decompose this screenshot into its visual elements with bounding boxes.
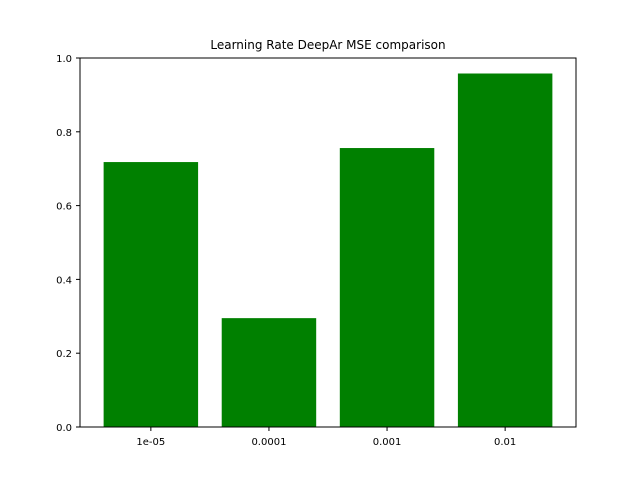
y-tick-label: 0.0 bbox=[56, 423, 72, 434]
bar-0.0001 bbox=[221, 318, 317, 427]
bar-0.01 bbox=[457, 73, 553, 427]
y-axis: 0.0 0.2 0.4 0.6 0.8 1.0 bbox=[56, 54, 80, 434]
bar-1e-05 bbox=[103, 162, 199, 427]
x-axis: 1e-05 0.0001 0.001 0.01 bbox=[136, 427, 516, 448]
y-tick-label: 0.2 bbox=[56, 349, 72, 360]
plot-frame bbox=[79, 57, 577, 428]
y-tick-label: 0.6 bbox=[56, 202, 72, 213]
x-tick-label: 0.001 bbox=[373, 437, 402, 448]
x-tick-label: 0.0001 bbox=[251, 437, 286, 448]
bars-group bbox=[103, 73, 553, 428]
y-tick-label: 1.0 bbox=[56, 54, 72, 65]
x-tick-label: 1e-05 bbox=[136, 437, 165, 448]
x-tick-label: 0.01 bbox=[494, 437, 516, 448]
y-tick-label: 0.4 bbox=[56, 275, 72, 286]
chart-title: Learning Rate DeepAr MSE comparison bbox=[210, 38, 445, 52]
bar-0.001 bbox=[339, 148, 435, 428]
y-tick-label: 0.8 bbox=[56, 128, 72, 139]
